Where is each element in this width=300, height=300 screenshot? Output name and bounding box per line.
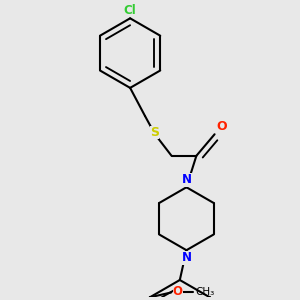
Text: N: N bbox=[182, 251, 191, 264]
Text: O: O bbox=[216, 120, 227, 133]
Text: Cl: Cl bbox=[124, 4, 136, 17]
Text: S: S bbox=[151, 126, 160, 139]
Text: O: O bbox=[172, 285, 182, 298]
Text: CH₃: CH₃ bbox=[195, 287, 214, 297]
Text: N: N bbox=[182, 173, 191, 186]
